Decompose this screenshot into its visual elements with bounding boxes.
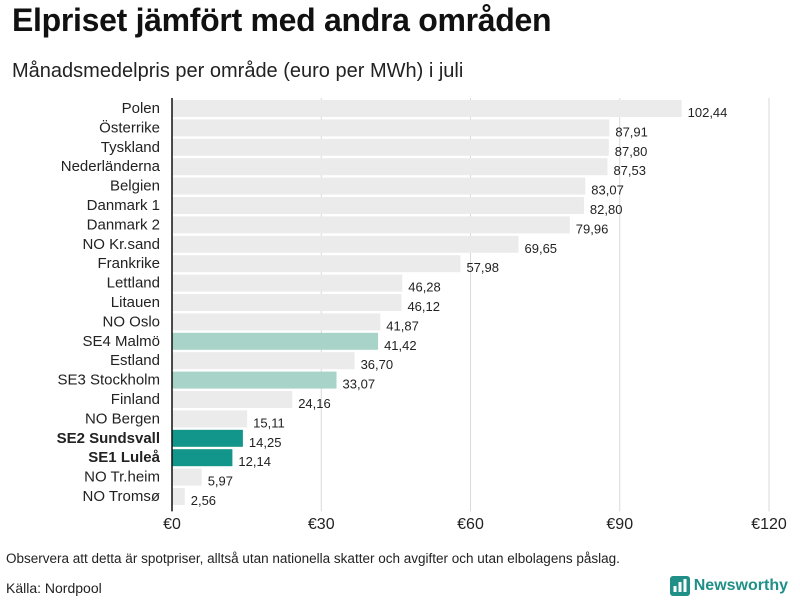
category-label: NO Bergen — [85, 410, 160, 427]
category-label: Frankrike — [97, 255, 160, 272]
bar — [172, 332, 379, 350]
data-label: 46,28 — [408, 280, 441, 295]
category-label: SE2 Sundsvall — [57, 430, 160, 447]
category-label: Belgien — [110, 178, 160, 195]
x-tick-label: €60 — [457, 516, 484, 533]
bar — [172, 100, 682, 117]
data-label: 41,87 — [386, 318, 419, 333]
category-label: NO Oslo — [102, 313, 160, 330]
bar-chart: Polen 102,44 Österrike 87,91 Tyskland 87,80 Ne… — [57, 98, 787, 533]
bar — [172, 216, 570, 234]
data-label: 87,91 — [615, 124, 648, 139]
category-label: NO Kr.sand — [82, 236, 160, 253]
category-label: SE1 Luleå — [88, 449, 160, 466]
x-tick-label: €0 — [163, 516, 181, 533]
category-label: Finland — [111, 391, 160, 408]
data-label: 57,98 — [466, 260, 499, 275]
chart-title: Elpriset jämfört med andra områden — [12, 2, 552, 38]
category-label: NO Tr.heim — [84, 469, 160, 486]
x-tick-label: €90 — [606, 516, 633, 533]
newsworthy-logo-icon — [669, 576, 690, 596]
category-label: Österrike — [99, 118, 160, 136]
source-label: Källa: Nordpool — [6, 580, 102, 596]
category-label: Lettland — [107, 275, 160, 292]
category-label: NO Tromsø — [83, 488, 161, 505]
bar — [172, 177, 586, 195]
data-label: 15,11 — [253, 415, 285, 430]
data-label: 87,53 — [613, 163, 646, 178]
data-label: 14,25 — [249, 435, 282, 450]
bar — [172, 235, 519, 253]
bar — [172, 410, 248, 428]
bar — [172, 274, 403, 292]
bar — [172, 119, 610, 137]
category-label: Estland — [110, 352, 160, 369]
bar — [172, 449, 233, 467]
bar — [172, 391, 293, 408]
data-label: 102,44 — [688, 105, 728, 120]
data-label: 83,07 — [591, 183, 624, 198]
category-label: Danmark 1 — [87, 197, 160, 214]
bar — [172, 138, 609, 156]
data-label: 24,16 — [298, 396, 331, 411]
bar — [172, 158, 608, 176]
x-tick-label: €30 — [308, 516, 335, 533]
data-label: 36,70 — [361, 357, 394, 372]
x-tick-label: €120 — [751, 516, 787, 533]
bar — [172, 429, 243, 447]
bar — [172, 468, 202, 486]
category-label: Polen — [122, 100, 160, 117]
data-label: 46,12 — [407, 299, 440, 314]
category-label: SE3 Stockholm — [57, 372, 160, 389]
data-label: 87,80 — [615, 144, 648, 159]
data-label: 69,65 — [525, 241, 558, 256]
data-label: 12,14 — [238, 454, 271, 469]
category-label: Tyskland — [101, 139, 160, 156]
brand-name: Newsworthy — [693, 577, 788, 594]
bar — [172, 352, 355, 370]
footnote: Observera att detta är spotpriser, allts… — [6, 551, 620, 566]
bar — [172, 488, 185, 505]
bar — [172, 197, 584, 214]
data-label: 33,07 — [343, 377, 376, 392]
category-label: Litauen — [111, 294, 160, 311]
category-label: Nederländerna — [61, 158, 161, 175]
category-label: Danmark 2 — [87, 216, 160, 233]
category-label: SE4 Malmö — [82, 333, 160, 350]
bar — [172, 313, 381, 331]
data-label: 5,97 — [208, 474, 233, 489]
chart-subtitle: Månadsmedelpris per område (euro per MWh… — [12, 60, 464, 82]
data-label: 2,56 — [191, 493, 216, 508]
data-label: 79,96 — [576, 221, 609, 236]
brand-logo[interactable]: Newsworthy — [669, 576, 788, 596]
bar — [172, 371, 337, 389]
data-label: 82,80 — [590, 202, 623, 217]
bar — [172, 255, 461, 273]
bar — [172, 294, 402, 311]
data-label: 41,42 — [384, 338, 417, 353]
